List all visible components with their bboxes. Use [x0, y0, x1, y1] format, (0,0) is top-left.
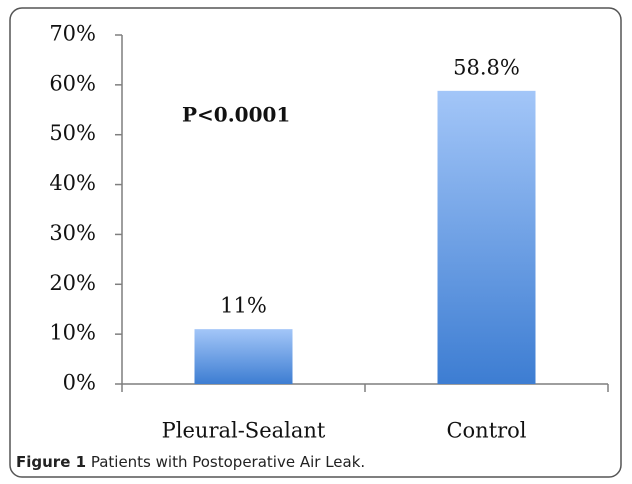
annotation: P<0.0001 — [182, 103, 290, 127]
y-tick-label: 0% — [63, 371, 96, 395]
bar — [194, 329, 293, 384]
y-tick-label: 70% — [49, 22, 96, 46]
y-tick-label: 60% — [49, 71, 96, 95]
x-tick-label: Pleural-Sealant — [162, 419, 326, 443]
caption-label: Figure 1 — [16, 453, 86, 471]
x-tick-label: Control — [446, 419, 526, 443]
y-tick-label: 40% — [49, 171, 96, 195]
y-tick-label: 30% — [49, 221, 96, 245]
bar — [437, 90, 536, 384]
y-tick-label: 20% — [49, 271, 96, 295]
data-label: 11% — [220, 294, 267, 318]
caption-text: Patients with Postoperative Air Leak. — [91, 453, 365, 471]
data-label: 58.8% — [453, 55, 520, 79]
caption: Figure 1 Patients with Postoperative Air… — [16, 453, 365, 471]
frame — [9, 7, 622, 478]
y-tick-label: 50% — [49, 121, 96, 145]
y-tick-label: 10% — [49, 321, 96, 345]
